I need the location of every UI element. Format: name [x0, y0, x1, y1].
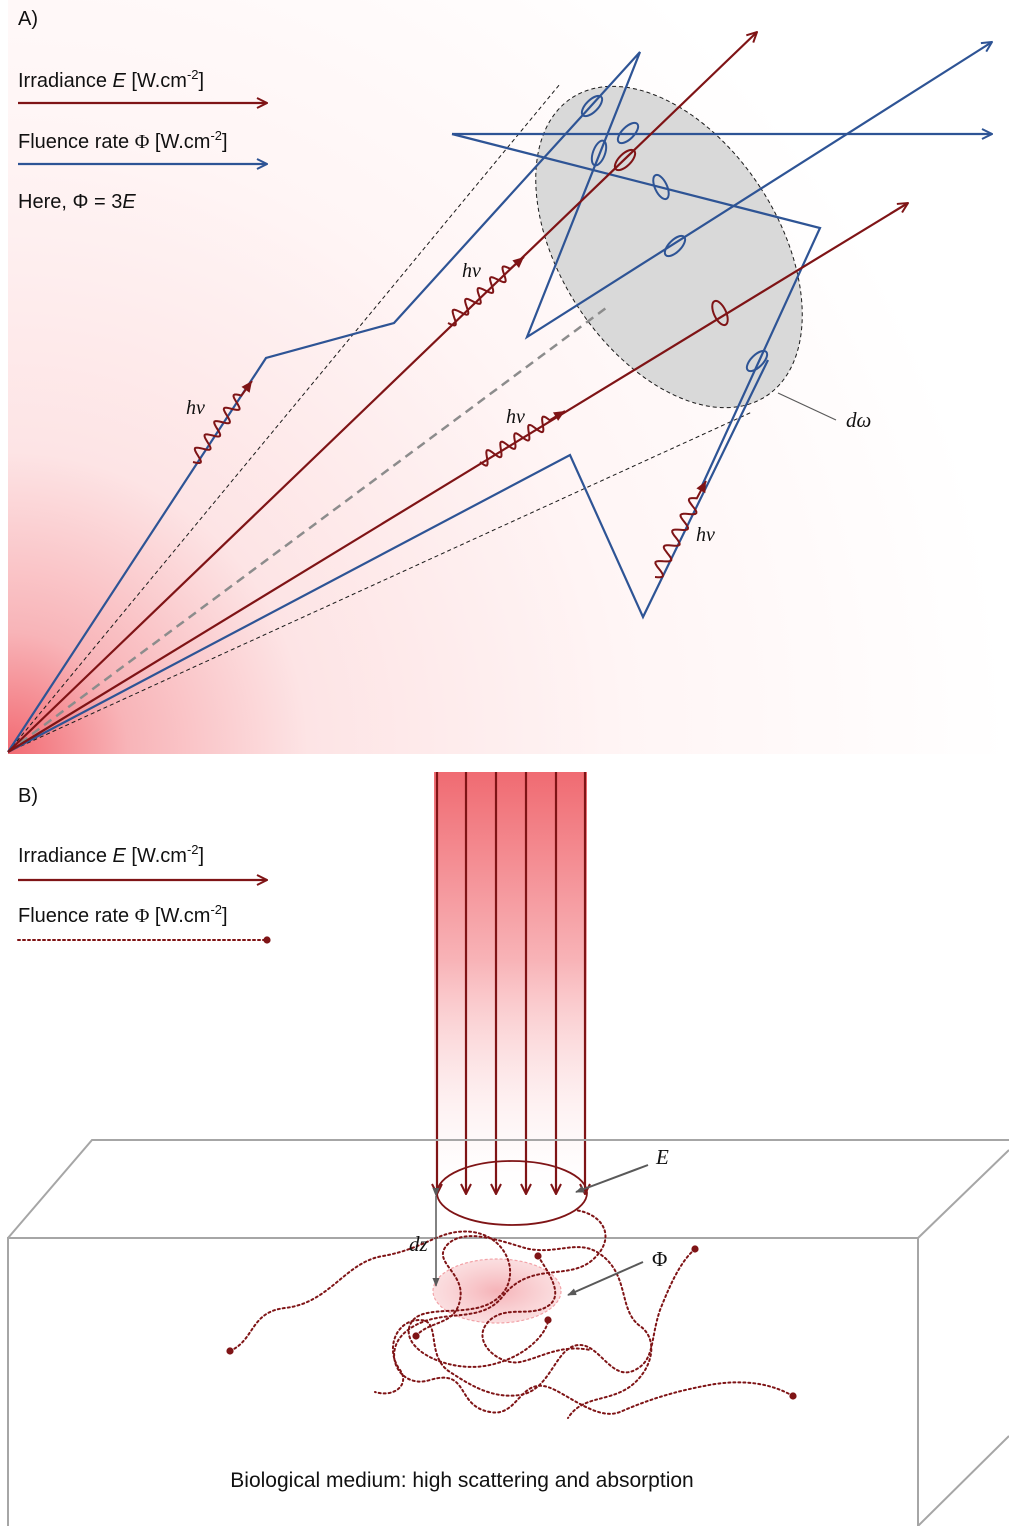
photon-arrowhead — [553, 411, 565, 421]
ring-blue — [590, 139, 608, 167]
photon-arrowhead — [512, 257, 524, 268]
photon-label: hv — [462, 260, 481, 282]
scatter-paths — [226, 1209, 797, 1419]
photon-wave — [479, 410, 566, 467]
scatter-path — [226, 1230, 552, 1368]
ring-red — [711, 299, 729, 327]
legend-b: Irradiance E [W.cm-2] Fluence rate Φ [W.… — [17, 842, 271, 944]
scatter-path — [412, 1235, 653, 1419]
photon-label: hv — [506, 406, 525, 428]
fluence-path-3 — [451, 132, 822, 491]
legend-fluence-text: Fluence rate Φ [W.cm-2] — [18, 902, 228, 927]
irradiance-ray-2 — [7, 203, 908, 753]
legend-a: Irradiance E [W.cm-2] Fluence rate Φ [W.… — [18, 67, 267, 213]
fluence-path-1 — [7, 42, 992, 753]
photon-label: hv — [186, 397, 205, 419]
beam-rays — [437, 772, 585, 1194]
ring-blue — [652, 173, 670, 201]
panel-b: B) dz — [7, 772, 1009, 1526]
panel-a-label: A) — [18, 8, 38, 30]
fluence-spot — [432, 1258, 562, 1324]
photon-wave — [192, 380, 253, 464]
legend-irradiance-text: Irradiance E [W.cm-2] — [18, 67, 204, 92]
ring-blue — [745, 349, 769, 373]
e-pointer — [575, 1164, 649, 1193]
photon-arrowhead — [241, 381, 252, 393]
flux-rings — [580, 94, 769, 373]
phi-label: Φ — [652, 1247, 667, 1271]
panel-a: hv hv hv hv dω A) Irradiance E [W.cm-2] … — [7, 0, 1001, 754]
irradiance-rays — [7, 32, 908, 753]
ring-blue — [663, 234, 687, 258]
panel-b-label: B) — [18, 785, 38, 807]
scatter-path — [393, 1209, 797, 1415]
photon-wave — [447, 256, 525, 327]
incident-beam — [434, 772, 587, 1192]
irradiance-ray-1 — [7, 32, 757, 753]
solid-angle-label: dω — [846, 408, 871, 432]
e-label: E — [655, 1145, 669, 1169]
scatter-path — [481, 1252, 591, 1364]
legend-fluence-text: Fluence rate Φ [W.cm-2] — [18, 128, 228, 153]
panel-a-background — [8, 0, 1001, 754]
photon-arrowhead — [696, 481, 706, 494]
medium-caption: Biological medium: high scattering and a… — [230, 1469, 693, 1492]
ring-blue — [580, 94, 604, 118]
photon-group — [192, 256, 707, 579]
phi-pointer — [567, 1261, 644, 1296]
ring-blue — [616, 121, 640, 145]
cone-axis — [7, 303, 611, 754]
ring-red — [613, 148, 637, 172]
solid-angle-cone — [7, 83, 753, 753]
medium-box — [7, 1139, 1009, 1526]
legend-irradiance-text: Irradiance E [W.cm-2] — [18, 842, 204, 867]
legend-relation-text: Here, Φ = 3E — [18, 191, 136, 213]
solid-angle-pointer — [777, 392, 837, 421]
dz-label: dz — [409, 1232, 428, 1256]
scatter-path — [374, 1245, 699, 1397]
photon-wave — [654, 480, 707, 579]
photon-label: hv — [696, 524, 715, 546]
